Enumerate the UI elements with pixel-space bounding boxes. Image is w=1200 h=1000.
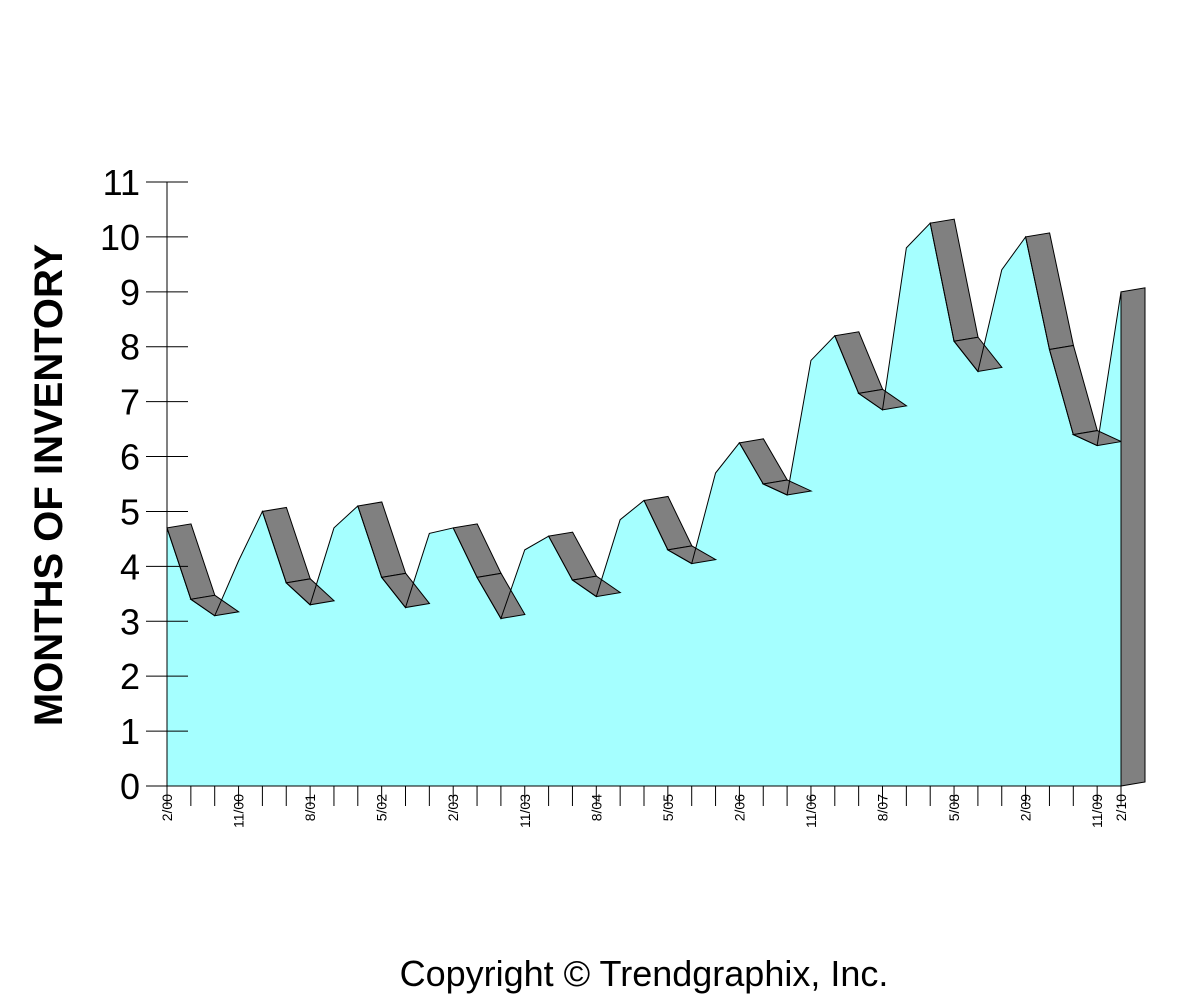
y-axis-title: MONTHS OF INVENTORY (27, 244, 71, 727)
x-tick-label: 2/00 (159, 794, 175, 821)
area-outline (166, 222, 1122, 620)
y-tick-label: 9 (120, 272, 140, 313)
y-tick-label: 11 (103, 162, 140, 203)
x-tick-label: 8/04 (588, 794, 604, 821)
y-tick-label: 7 (120, 382, 140, 423)
x-tick-label: 8/01 (302, 794, 318, 821)
y-tick-label: 8 (120, 327, 140, 368)
x-tick-label: 5/02 (374, 794, 390, 821)
x-axis: 2/00 11/00 8/01 5/02 2/03 11/03 8/04 5/05 2/06 11… (159, 785, 1129, 828)
x-tick-label: 2/03 (445, 794, 461, 821)
x-tick-label: 5/08 (946, 794, 962, 821)
x-tick-label: 11/09 (1089, 794, 1105, 828)
x-tick-label: 2/10 (1113, 794, 1129, 821)
x-tick-label: 5/05 (660, 794, 676, 821)
copyright-text: Copyright © Trendgraphix, Inc. (400, 953, 889, 994)
y-axis: 0 1 2 3 4 5 6 7 8 9 10 11 (100, 162, 188, 807)
y-tick-label: 10 (100, 217, 140, 258)
ribbon-layer (166, 218, 1146, 787)
y-tick-label: 2 (120, 656, 140, 697)
end-cap (1120, 287, 1146, 787)
x-tick-label: 11/03 (517, 794, 533, 828)
y-tick-label: 0 (120, 766, 140, 807)
x-tick-label: 2/06 (731, 794, 747, 821)
x-tick-label: 11/06 (803, 794, 819, 828)
y-tick-label: 6 (120, 437, 140, 478)
area-fill (167, 223, 1121, 786)
y-tick-label: 5 (120, 491, 140, 532)
x-tick-label: 8/07 (875, 794, 891, 821)
plot-area (167, 223, 1121, 786)
y-tick-label: 1 (120, 711, 140, 752)
x-tick-label: 11/00 (231, 794, 247, 828)
y-tick-label: 4 (120, 546, 140, 587)
y-tick-label: 3 (120, 601, 140, 642)
x-tick-label: 2/09 (1018, 794, 1034, 821)
